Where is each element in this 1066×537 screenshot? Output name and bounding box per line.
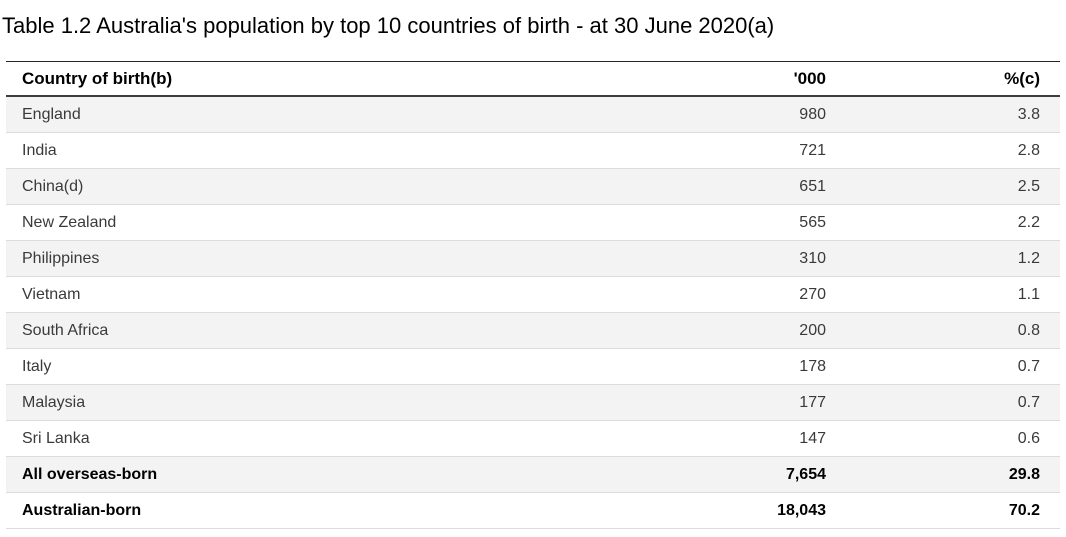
cell-country: Australian-born	[6, 492, 560, 529]
table-row: Vietnam 270 1.1	[6, 276, 1060, 313]
cell-thousands: 18,043	[560, 492, 826, 529]
cell-thousands: 565	[560, 204, 826, 241]
table-row: Philippines 310 1.2	[6, 240, 1060, 277]
cell-percent: 2.2	[826, 204, 1060, 241]
table-row: All overseas-born 7,654 29.8	[6, 456, 1060, 493]
cell-country: All overseas-born	[6, 456, 560, 493]
cell-percent: 29.8	[826, 456, 1060, 493]
cell-country: Sri Lanka	[6, 420, 560, 457]
column-header-percent: %(c)	[826, 61, 1060, 97]
cell-thousands: 980	[560, 96, 826, 133]
table-row: New Zealand 565 2.2	[6, 204, 1060, 241]
cell-country: Italy	[6, 348, 560, 385]
cell-country: England	[6, 96, 560, 133]
cell-country: South Africa	[6, 312, 560, 349]
column-header-country: Country of birth(b)	[6, 61, 560, 97]
page-title: Table 1.2 Australia's population by top …	[2, 13, 775, 38]
cell-percent: 2.5	[826, 168, 1060, 205]
table-body: England 980 3.8 India 721 2.8 China(d) 6…	[6, 96, 1060, 529]
column-header-thousands: '000	[560, 61, 826, 97]
cell-thousands: 7,654	[560, 456, 826, 493]
cell-thousands: 651	[560, 168, 826, 205]
cell-thousands: 200	[560, 312, 826, 349]
cell-percent: 1.2	[826, 240, 1060, 277]
cell-thousands: 270	[560, 276, 826, 313]
cell-percent: 0.7	[826, 348, 1060, 385]
cell-percent: 70.2	[826, 492, 1060, 529]
table-row: Sri Lanka 147 0.6	[6, 420, 1060, 457]
cell-thousands: 147	[560, 420, 826, 457]
table-row: Australian-born 18,043 70.2	[6, 492, 1060, 529]
table-header: Country of birth(b) '000 %(c)	[6, 61, 1060, 97]
cell-percent: 0.7	[826, 384, 1060, 421]
cell-country: India	[6, 132, 560, 169]
cell-country: China(d)	[6, 168, 560, 205]
table-row: China(d) 651 2.5	[6, 168, 1060, 205]
header-row: Country of birth(b) '000 %(c)	[6, 61, 1060, 97]
cell-percent: 0.8	[826, 312, 1060, 349]
table-row: South Africa 200 0.8	[6, 312, 1060, 349]
cell-percent: 0.6	[826, 420, 1060, 457]
table-row: Italy 178 0.7	[6, 348, 1060, 385]
cell-country: New Zealand	[6, 204, 560, 241]
cell-country: Philippines	[6, 240, 560, 277]
cell-percent: 3.8	[826, 96, 1060, 133]
cell-thousands: 178	[560, 348, 826, 385]
population-table: Country of birth(b) '000 %(c) England 98…	[6, 61, 1060, 529]
table-row: England 980 3.8	[6, 96, 1060, 133]
cell-thousands: 177	[560, 384, 826, 421]
table-row: India 721 2.8	[6, 132, 1060, 169]
cell-percent: 2.8	[826, 132, 1060, 169]
table-row: Malaysia 177 0.7	[6, 384, 1060, 421]
cell-percent: 1.1	[826, 276, 1060, 313]
cell-country: Malaysia	[6, 384, 560, 421]
cell-thousands: 310	[560, 240, 826, 277]
cell-country: Vietnam	[6, 276, 560, 313]
cell-thousands: 721	[560, 132, 826, 169]
